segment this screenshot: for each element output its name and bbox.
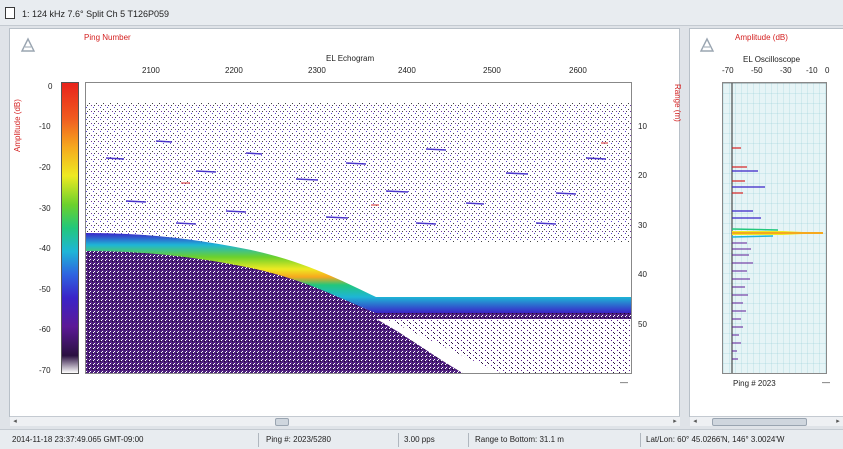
ping-tick: 2600 <box>569 66 587 75</box>
echogram-title: EL Echogram <box>326 54 375 63</box>
amplitude-tick: -30 <box>39 204 51 213</box>
range-tick: 10 <box>638 122 647 131</box>
osc-tick: 0 <box>825 66 830 75</box>
status-divider <box>398 433 399 447</box>
window-title: 1: 124 kHz 7.6° Split Ch 5 T126P059 <box>22 9 170 19</box>
panel-splitter[interactable] <box>681 28 688 417</box>
scroll-left-icon[interactable]: ◂ <box>13 418 17 425</box>
oscilloscope-trace <box>723 83 826 373</box>
amplitude-tick: -10 <box>39 122 51 131</box>
amplitude-axis-label: Amplitude (dB) <box>13 99 22 152</box>
oscilloscope-scrollbar[interactable]: ◂ ▸ <box>690 416 843 426</box>
scroll-right-icon[interactable]: ▸ <box>673 418 677 425</box>
status-bar: 2014-11-18 23:37:49.065 GMT-09:00 Ping #… <box>0 429 843 449</box>
title-bar: 1: 124 kHz 7.6° Split Ch 5 T126P059 <box>0 0 843 26</box>
amplitude-tick: -50 <box>39 285 51 294</box>
osc-tick: -70 <box>722 66 734 75</box>
amplitude-tick: -60 <box>39 325 51 334</box>
amplitude-tick: 0 <box>48 82 53 91</box>
echogram-plot[interactable] <box>85 82 632 374</box>
echogram-scroll-thumb[interactable] <box>275 418 289 426</box>
range-tick: 30 <box>638 221 647 230</box>
ping-tick: 2300 <box>308 66 326 75</box>
range-tick: 40 <box>638 270 647 279</box>
status-divider <box>640 433 641 447</box>
ping-tick: 2100 <box>142 66 160 75</box>
status-timestamp: 2014-11-18 23:37:49.065 GMT-09:00 <box>12 435 144 444</box>
echogram-image <box>86 83 631 373</box>
echogram-corner-mark: — <box>620 378 628 387</box>
status-divider <box>258 433 259 447</box>
oscilloscope-title: EL Oscilloscope <box>743 55 801 64</box>
status-range-to-bottom: Range to Bottom: 31.1 m <box>475 435 564 444</box>
ping-tick: 2400 <box>398 66 416 75</box>
status-latlon: Lat/Lon: 60° 45.0266'N, 146° 3.0024'W <box>646 435 785 444</box>
osc-tick: -10 <box>806 66 818 75</box>
status-rate: 3.00 pps <box>404 435 435 444</box>
osc-scroll-thumb[interactable] <box>712 418 807 426</box>
osc-ping-label: Ping # 2023 <box>733 379 776 388</box>
status-ping: Ping #: 2023/5280 <box>266 435 331 444</box>
oscilloscope-icon[interactable] <box>699 37 715 53</box>
osc-tick: -30 <box>780 66 792 75</box>
amplitude-tick: -20 <box>39 163 51 172</box>
range-tick: 50 <box>638 320 647 329</box>
ping-tick: 2500 <box>483 66 501 75</box>
echogram-scrollbar[interactable]: ◂ ▸ <box>10 416 680 426</box>
ping-tick: 2200 <box>225 66 243 75</box>
window-checkbox[interactable] <box>5 7 15 19</box>
amplitude-tick: -40 <box>39 244 51 253</box>
echogram-icon[interactable] <box>20 37 36 53</box>
color-scale-bar <box>61 82 79 374</box>
status-divider <box>468 433 469 447</box>
osc-scroll-left-icon[interactable]: ◂ <box>693 418 697 425</box>
osc-tick: -50 <box>751 66 763 75</box>
oscilloscope-plot[interactable] <box>722 82 827 374</box>
osc-amplitude-axis-label: Amplitude (dB) <box>735 33 788 42</box>
osc-corner-mark: — <box>822 378 830 387</box>
range-tick: 20 <box>638 171 647 180</box>
osc-scroll-right-icon[interactable]: ▸ <box>836 418 840 425</box>
ping-number-axis-label: Ping Number <box>84 33 131 42</box>
amplitude-tick: -70 <box>39 366 51 375</box>
